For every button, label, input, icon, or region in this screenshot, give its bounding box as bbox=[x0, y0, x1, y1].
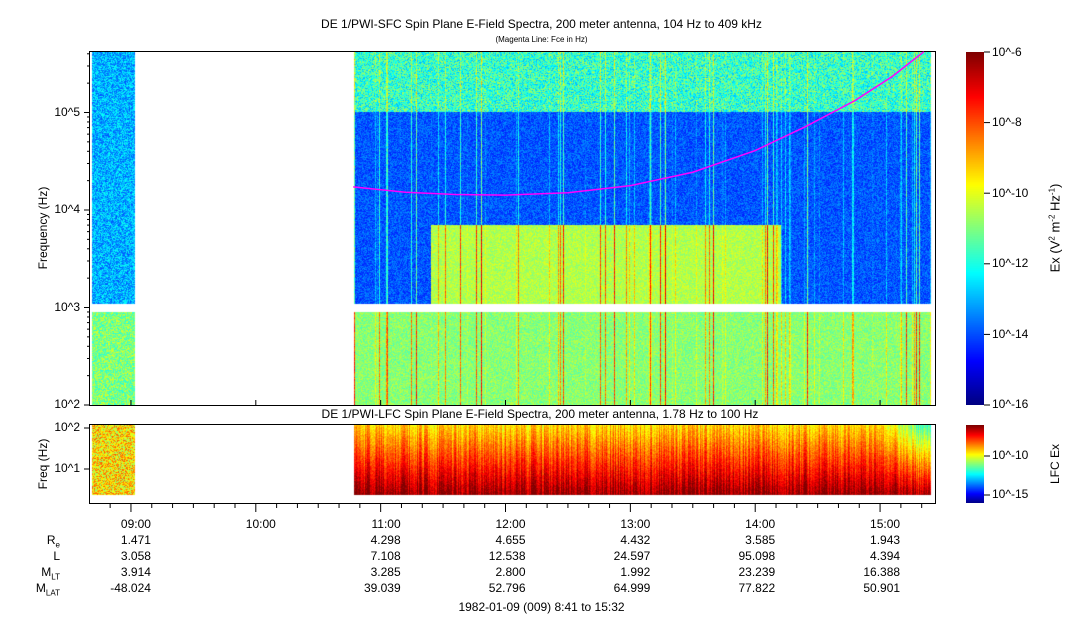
fce-line bbox=[353, 51, 925, 196]
ephem-mlt-value: 16.388 bbox=[863, 565, 901, 579]
ephem-l-value: 95.098 bbox=[738, 549, 776, 563]
ephem-time-value: 14:00 bbox=[745, 517, 776, 531]
ephem-time-value: 13:00 bbox=[620, 517, 651, 531]
sfc-spectrogram-image bbox=[90, 52, 935, 405]
ephem-time-value: 09:00 bbox=[120, 517, 151, 531]
ephem-mlt-value: 3.285 bbox=[370, 565, 401, 579]
ephem-label-l: L bbox=[53, 549, 60, 563]
ephem-l-value: 12.538 bbox=[488, 549, 526, 563]
ephem-label-re: Re bbox=[0, 533, 60, 549]
lfc-plot-frame bbox=[89, 424, 936, 504]
sfc-colorbar-tick-label: 10^-16 bbox=[992, 397, 1029, 411]
sfc-title: DE 1/PWI-SFC Spin Plane E-Field Spectra,… bbox=[321, 17, 762, 31]
lfc-title: DE 1/PWI-LFC Spin Plane E-Field Spectra,… bbox=[321, 407, 759, 421]
lfc-spectrogram-image bbox=[90, 425, 935, 503]
sfc-colorbar-label: Ex (V2 m-2 Hz-1) bbox=[1047, 183, 1063, 273]
sfc-colorbar-tick-label: 10^-12 bbox=[992, 256, 1029, 270]
sfc-ytick-label: 10^5 bbox=[54, 105, 80, 119]
lfc-ylabel: Freq (Hz) bbox=[36, 438, 50, 490]
ephem-mlat-value: -48.024 bbox=[110, 581, 151, 595]
ephem-mlat-value: 64.999 bbox=[613, 581, 651, 595]
ephem-mlt-value: 23.239 bbox=[738, 565, 776, 579]
ephem-re-value: 1.943 bbox=[870, 533, 901, 547]
ephem-label-mlat: MLAT bbox=[0, 581, 60, 597]
ephem-time-value: 15:00 bbox=[870, 517, 901, 531]
mlat-sub: LAT bbox=[45, 588, 60, 598]
ephem-re-value: 4.655 bbox=[495, 533, 526, 547]
ephem-time-value: 12:00 bbox=[495, 517, 526, 531]
ephem-re-value: 1.471 bbox=[120, 533, 151, 547]
mlt-sub: LT bbox=[51, 572, 60, 582]
ephem-time-value: 10:00 bbox=[245, 517, 276, 531]
lfc-colorbar bbox=[966, 425, 984, 503]
ephem-l-value: 4.394 bbox=[870, 549, 901, 563]
ephem-mlat-value: 77.822 bbox=[738, 581, 776, 595]
re-sub: e bbox=[55, 540, 60, 550]
sfc-colorbar bbox=[966, 52, 984, 405]
lfc-colorbar-tick-label: 10^-10 bbox=[992, 448, 1029, 462]
lfc-ytick-label: 10^2 bbox=[54, 420, 80, 434]
ephem-mlat-value: 39.039 bbox=[363, 581, 401, 595]
time-range-footer: 1982-01-09 (009) 8:41 to 15:32 bbox=[458, 600, 625, 614]
sfc-ytick-label: 10^4 bbox=[54, 202, 80, 216]
ephem-label-mlt: MLT bbox=[0, 565, 60, 581]
sfc-colorbar-tick-label: 10^-10 bbox=[992, 186, 1029, 200]
ephem-l-value: 24.597 bbox=[613, 549, 651, 563]
lfc-ytick-label: 10^1 bbox=[54, 461, 80, 475]
ephem-mlt-value: 2.800 bbox=[495, 565, 526, 579]
re-label: R bbox=[46, 533, 56, 547]
ephem-mlt-value: 1.992 bbox=[620, 565, 651, 579]
mlt-label: M bbox=[41, 565, 52, 579]
sfc-ylabel: Frequency (Hz) bbox=[36, 186, 50, 270]
ephem-re-value: 4.432 bbox=[620, 533, 651, 547]
sfc-subtitle: (Magenta Line: Fce in Hz) bbox=[495, 35, 588, 44]
ephem-re-value: 3.585 bbox=[745, 533, 776, 547]
ephem-l-value: 7.108 bbox=[370, 549, 401, 563]
sfc-plot-frame bbox=[89, 51, 936, 406]
ephem-mlat-value: 50.901 bbox=[863, 581, 901, 595]
ephem-mlat-value: 52.796 bbox=[488, 581, 526, 595]
lfc-colorbar-label: LFC Ex bbox=[1048, 443, 1062, 485]
ephem-mlt-value: 3.914 bbox=[120, 565, 151, 579]
sfc-ytick-label: 10^2 bbox=[54, 397, 80, 411]
sfc-colorbar-tick-label: 10^-8 bbox=[992, 115, 1022, 129]
ephem-time-value: 11:00 bbox=[371, 517, 401, 531]
sfc-colorbar-tick-label: 10^-14 bbox=[992, 327, 1029, 341]
mlat-label: M bbox=[35, 581, 46, 595]
lfc-colorbar-tick-label: 10^-15 bbox=[992, 487, 1029, 501]
sfc-colorbar-tick-label: 10^-6 bbox=[992, 45, 1022, 59]
ephem-l-value: 3.058 bbox=[120, 549, 151, 563]
ephem-re-value: 4.298 bbox=[370, 533, 401, 547]
sfc-ytick-label: 10^3 bbox=[54, 300, 80, 314]
